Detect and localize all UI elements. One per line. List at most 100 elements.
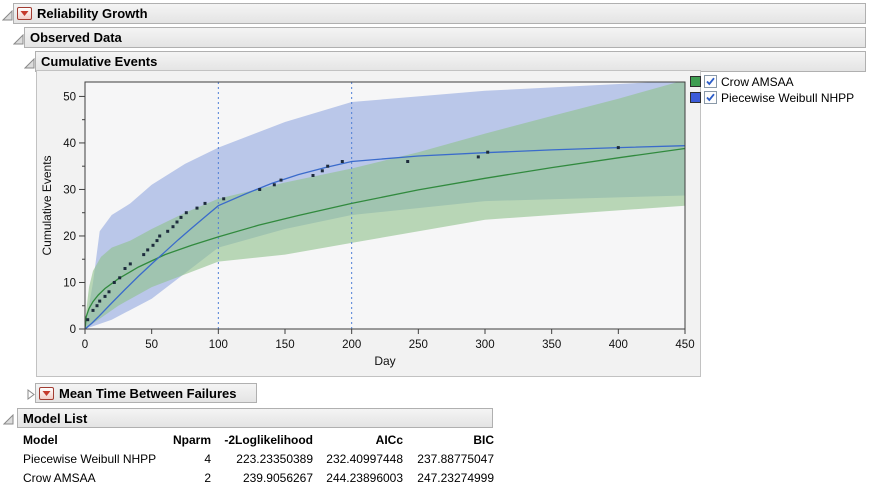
x-tick-label: 450 [675,339,694,351]
expanded-triangle-icon [12,33,24,45]
x-tick-label: 400 [609,339,628,351]
observed-data-point [258,188,262,191]
model-table-cell: 239.9056267 [242,470,314,485]
confidence-band-crow-amsaa [85,82,685,329]
red-triangle-menu-mtbf[interactable] [39,386,54,400]
model-table-header-cell: AICc [375,432,404,447]
collapsed-triangle-icon [27,389,35,400]
observed-data-title: Observed Data [30,30,122,45]
x-tick-label: 200 [342,339,361,351]
observed-data-point [155,239,159,243]
red-triangle-menu-reliability-growth[interactable] [17,7,32,20]
outline-bar-reliability-growth: Reliability Growth [13,3,866,24]
cumulative-events-chart: 0 50 100 150 200 250 300 350 400 450 0 10 20 30 40 50 Da… [40,81,695,368]
y-axis-title: Cumulative Events [40,155,54,255]
legend-item-0: Crow AMSAA [690,74,854,89]
red-triangle-icon [42,390,51,396]
observed-data-point [158,234,162,238]
observed-data-point [340,160,344,163]
model-table-header-cell: Nparm [173,432,212,447]
expanded-triangle-icon [2,413,14,425]
model-table-cell: 4 [204,451,212,466]
cumulative-events-title: Cumulative Events [41,54,158,69]
observed-data-point [91,308,95,312]
observed-data-point [279,178,283,182]
model-table-cell: 247.23274999 [417,470,495,485]
observed-data-point [128,262,132,266]
mtbf-title: Mean Time Between Failures [59,385,237,401]
disclosure-triangle-mtbf[interactable] [25,387,36,400]
legend-item-1: Piecewise Weibull NHPP [690,90,854,105]
checkmark-icon [706,77,715,86]
x-axis-title: Day [374,354,395,368]
expanded-triangle-icon [23,57,35,69]
x-tick-label: 350 [542,339,561,351]
observed-data-point [123,267,127,270]
observed-data-point [476,155,480,159]
fit-line-piecewise-weibull [85,145,685,329]
reliability-growth-title: Reliability Growth [37,6,148,21]
observed-data-point [272,183,276,187]
observed-data-point [320,169,324,173]
disclosure-triangle-reliability-growth[interactable] [1,8,13,21]
model-table-cell: 232.40997448 [326,451,404,466]
y-tick-label: 30 [63,184,76,196]
legend-color-swatch [690,92,701,103]
y-tick-label: 0 [70,324,76,336]
cumulative-events-plot-container: 0 50 100 150 200 250 300 350 400 450 0 10 20 30 40 50 Da… [36,70,701,377]
model-table-cell: 2 [204,470,212,485]
observed-data-point [326,164,330,168]
observed-data-point [175,220,179,224]
observed-data-point [195,206,199,210]
model-table-body: Piecewise Weibull NHPP 4 223.23350389 232.4… [23,449,494,487]
model-list-table: Model Nparm -2Loglikelihood AICc BIC Piecewi… [23,430,494,487]
model-list-title: Model List [23,410,88,426]
disclosure-triangle-cumulative-events[interactable] [23,56,35,69]
model-table-header-cell: -2Loglikelihood [224,432,314,447]
outline-bar-observed-data: Observed Data [24,27,866,48]
y-tick-label: 10 [63,277,76,289]
outline-bar-model-list: Model List [17,408,493,428]
legend-label: Crow AMSAA [721,74,794,89]
model-table-cell: 223.23350389 [236,451,314,466]
model-table-cell: 244.23896003 [326,470,404,485]
observed-data-point [486,150,490,154]
observed-data-point [166,229,170,233]
x-tick-label: 0 [82,339,88,351]
model-table-cell: 237.88775047 [417,451,495,466]
disclosure-triangle-model-list[interactable] [2,412,14,425]
red-triangle-icon [20,11,29,16]
model-table-header-cell: Model [23,432,58,447]
observed-data-point [406,160,410,163]
observed-data-point [118,276,122,280]
y-tick-label: 40 [63,138,76,150]
chart-legend: Crow AMSAA Piecewise Weibull NHPP [690,74,854,106]
observed-data-point [146,248,150,252]
observed-data-point [616,146,620,150]
model-table-header-cell: BIC [473,432,495,447]
disclosure-triangle-observed-data[interactable] [12,32,24,45]
model-table-row: Crow AMSAA 2 239.9056267 244.23896003 247.23… [23,468,494,487]
x-tick-label: 300 [475,339,494,351]
observed-data-point [311,174,315,177]
observed-data-point [107,290,111,294]
observed-data-point [86,318,90,322]
legend-checkbox-0[interactable] [704,75,717,88]
observed-data-point [203,201,207,205]
legend-label: Piecewise Weibull NHPP [721,90,855,105]
x-tick-label: 250 [409,339,428,351]
observed-data-point [151,243,155,247]
observed-data-point [103,294,107,298]
x-tick-label: 100 [209,339,228,351]
model-table-header-row: Model Nparm -2Loglikelihood AICc BIC [23,430,494,449]
observed-data-point [222,197,226,201]
x-tick-label: 150 [275,339,294,351]
y-tick-label: 50 [63,91,76,103]
observed-data-point [179,215,183,219]
outline-bar-mtbf: Mean Time Between Failures [35,383,257,403]
legend-checkbox-1[interactable] [704,91,717,104]
observed-data-point [142,253,146,257]
model-table-row: Piecewise Weibull NHPP 4 223.23350389 232.4… [23,449,494,468]
observed-data-point [171,225,175,229]
observed-data-point [184,211,188,215]
